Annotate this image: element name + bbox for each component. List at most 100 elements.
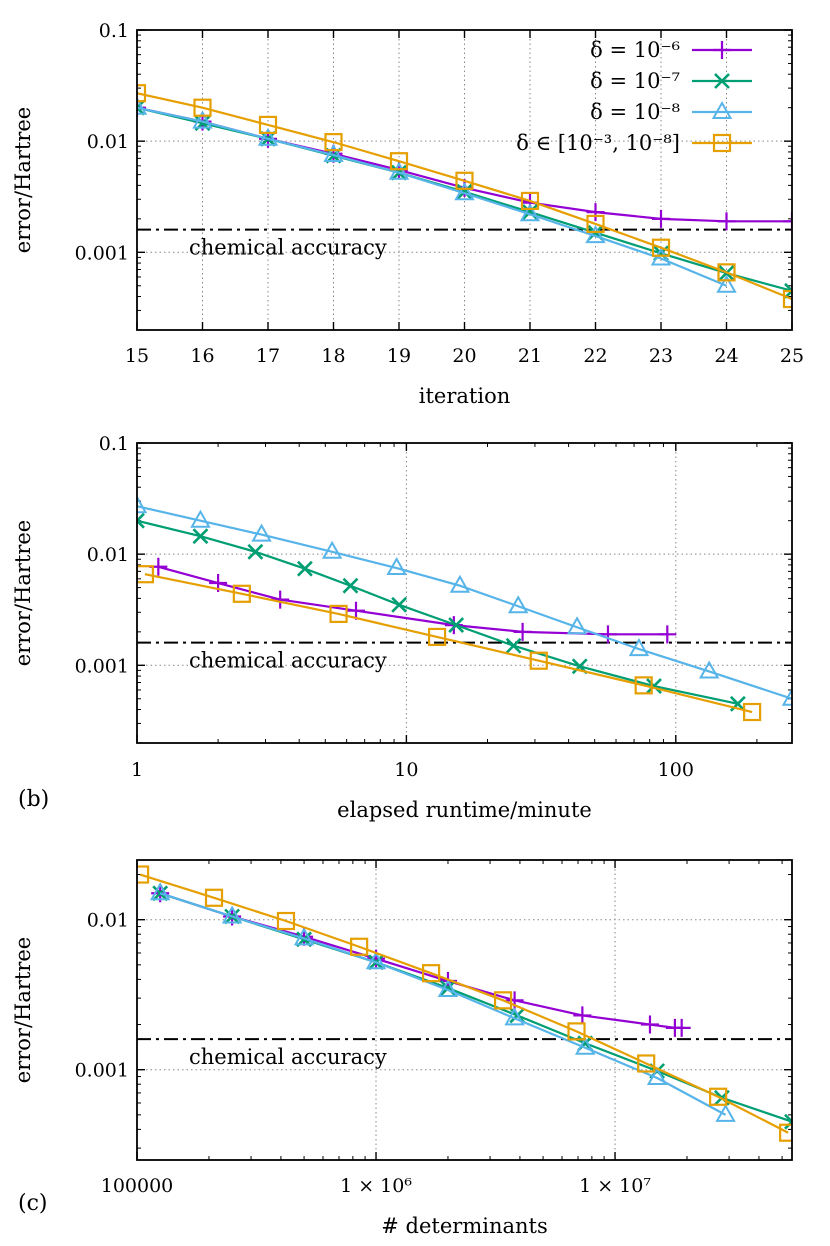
- legend-label: δ ∈ [10⁻³, 10⁻⁸]: [516, 131, 680, 155]
- panel-label: (c): [18, 1191, 48, 1216]
- series-blue: [137, 96, 737, 293]
- y-tick-label: 0.01: [87, 131, 129, 153]
- data-point: [137, 495, 148, 514]
- plot-frame: [136, 29, 793, 331]
- x-tick-label: 1 × 10⁶: [340, 1175, 412, 1197]
- legend-label: δ = 10⁻⁷: [590, 69, 680, 93]
- data-point: [784, 1113, 792, 1130]
- legend-marker: [713, 41, 731, 59]
- data-point: [365, 951, 387, 970]
- y-axis-label: error/Hartree: [11, 107, 35, 253]
- series-line: [159, 892, 727, 1116]
- data-point: [137, 512, 145, 529]
- data-point: [427, 627, 447, 647]
- data-point: [586, 214, 605, 234]
- data-point: [137, 565, 155, 584]
- legend: δ = 10⁻⁶ δ = 10⁻⁷ δ = 10⁻⁸ δ ∈ [10⁻³, 10⁻⁸]: [516, 38, 752, 155]
- series-orange: [137, 84, 792, 309]
- data-point: [716, 274, 737, 293]
- data-point: [650, 247, 672, 266]
- data-point: [137, 865, 150, 884]
- data-point: [658, 625, 677, 644]
- data-point: [193, 98, 212, 117]
- x-tick-label: 21: [518, 345, 542, 367]
- data-point: [152, 885, 169, 902]
- data-point: [437, 978, 459, 997]
- data-point: [386, 557, 407, 576]
- data-point: [646, 678, 662, 695]
- series-blue: [149, 882, 736, 1122]
- series-line: [137, 505, 792, 700]
- series-blue: [137, 495, 792, 706]
- data-point: [293, 927, 315, 946]
- x-tick-label: 1 × 10⁷: [579, 1175, 651, 1197]
- data-point: [586, 203, 605, 222]
- data-point: [192, 110, 213, 129]
- legend-marker: [712, 133, 732, 153]
- data-point: [324, 133, 343, 152]
- chemical-accuracy-label: chemical accuracy: [189, 649, 387, 673]
- data-point: [493, 991, 513, 1010]
- y-axis-label: error/Hartree: [11, 937, 35, 1083]
- x-tick-label: 10: [394, 759, 418, 781]
- data-point: [504, 1007, 525, 1026]
- x-tick-label: 25: [780, 345, 804, 367]
- y-axis-label: error/Hartree: [11, 520, 35, 666]
- data-point: [598, 625, 617, 644]
- data-point: [782, 289, 792, 309]
- data-point: [783, 212, 792, 231]
- y-tick-label: 0.01: [87, 544, 129, 566]
- data-point: [296, 560, 313, 577]
- chemical-accuracy-label: chemical accuracy: [189, 236, 387, 260]
- data-point: [137, 96, 148, 115]
- data-point: [455, 171, 474, 190]
- y-tick-label: 0.1: [99, 433, 129, 455]
- data-point: [574, 1036, 596, 1055]
- data-point: [221, 905, 243, 924]
- data-point: [389, 152, 409, 171]
- data-point: [779, 1123, 792, 1142]
- series-green: [137, 512, 746, 712]
- data-point: [640, 1015, 659, 1034]
- x-tick-label: 100: [658, 759, 694, 781]
- series-line: [139, 873, 789, 1134]
- data-point: [781, 687, 792, 706]
- data-point: [519, 203, 541, 222]
- plot-frame: [136, 442, 793, 744]
- x-tick-label: 100000: [101, 1175, 174, 1197]
- x-axis-label: iteration: [419, 384, 510, 408]
- data-point: [573, 1006, 592, 1025]
- data-point: [350, 937, 369, 956]
- panel-b: 1 10 100 0.001 0.01 0.1 chemical accuracy elaps…: [11, 433, 793, 822]
- data-point: [513, 622, 532, 641]
- data-point: [388, 161, 410, 180]
- x-tick-label: 18: [321, 345, 345, 367]
- data-point: [137, 99, 145, 116]
- panel-a: 15 16 17 18 19 20 21 22 23 24 25 0.001 0.01 0.1 chemic…: [11, 20, 804, 408]
- data-point: [456, 183, 473, 200]
- data-point: [258, 115, 278, 135]
- data-point: [204, 888, 224, 907]
- data-point: [391, 596, 408, 613]
- data-point: [646, 1066, 668, 1086]
- data-point: [717, 212, 736, 231]
- series-line: [144, 573, 753, 714]
- y-tick-label: 0.01: [87, 910, 129, 932]
- y-tick-label: 0.1: [99, 20, 129, 42]
- x-tick-label: 24: [714, 345, 738, 367]
- data-point: [529, 651, 548, 670]
- data-point: [715, 1103, 736, 1122]
- series-line: [137, 106, 727, 287]
- series-orange: [137, 865, 792, 1142]
- data-point: [651, 238, 671, 257]
- data-point: [566, 616, 588, 635]
- data-point: [637, 1054, 656, 1073]
- data-point: [717, 263, 736, 282]
- y-tick-label: 0.001: [75, 242, 129, 264]
- x-tick-label: 23: [649, 345, 673, 367]
- data-point: [628, 638, 650, 657]
- legend-label: δ = 10⁻⁸: [590, 100, 680, 124]
- data-point: [257, 127, 279, 146]
- y-tick-label: 0.001: [75, 1060, 129, 1082]
- chemical-accuracy-label: chemical accuracy: [189, 1045, 387, 1069]
